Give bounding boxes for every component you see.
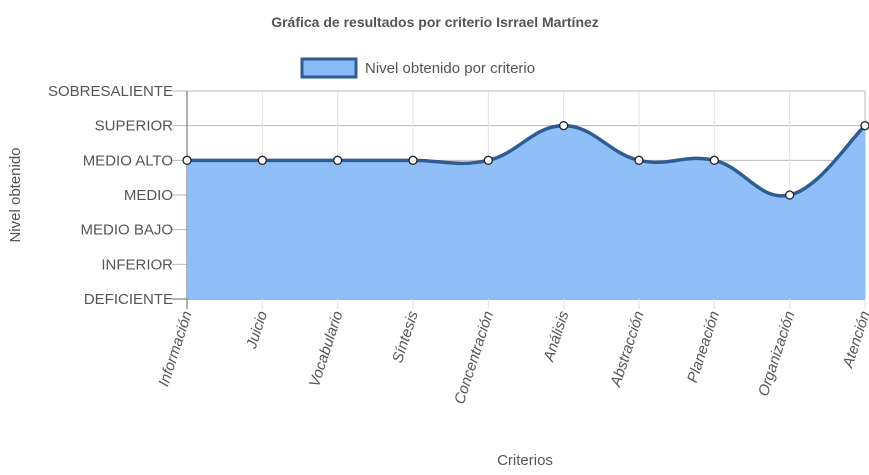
chart-title: Gráfica de resultados por criterio Isrra… (271, 14, 599, 30)
x-tick-label: Síntesis (389, 309, 422, 365)
x-tick-label: Abstracción (607, 309, 648, 390)
x-tick-label: Atención (839, 309, 869, 371)
legend[interactable]: Nivel obtenido por criterio (300, 57, 535, 79)
x-tick-label: Análisis (540, 309, 573, 365)
x-tick-label: Vocabulario (306, 309, 346, 389)
y-tick-label: SOBRESALIENTE (48, 83, 173, 100)
y-tick-label: MEDIO BAJO (80, 222, 173, 239)
series-line (187, 123, 867, 198)
data-points (182, 121, 869, 200)
x-tick-label: Juicio (243, 309, 271, 352)
data-point[interactable] (182, 155, 192, 165)
x-tick-label: Información (155, 309, 195, 389)
data-point[interactable] (709, 155, 719, 165)
y-axis-ticks: DEFICIENTE INFERIOR MEDIO BAJO MEDIO MEDIO A… (48, 83, 173, 308)
legend-swatch (300, 57, 358, 79)
y-tick-label: MEDIO (124, 187, 173, 204)
y-tick-label: INFERIOR (101, 256, 173, 273)
y-axis-label: Nivel obtenido (7, 147, 24, 242)
data-point[interactable] (408, 155, 418, 165)
x-tick-label: Planeación (684, 309, 723, 385)
data-point[interactable] (860, 121, 869, 131)
data-point[interactable] (257, 155, 267, 165)
data-point[interactable] (634, 155, 644, 165)
series-area (187, 125, 865, 300)
data-point[interactable] (483, 155, 493, 165)
x-tick-label: Organización (755, 309, 798, 398)
y-tick-label: SUPERIOR (95, 118, 174, 135)
legend-label: Nivel obtenido por criterio (365, 60, 535, 77)
x-axis-ticks: Información Juicio Vocabulario Síntesis Conc… (155, 309, 869, 407)
x-tick-label: Concentración (451, 309, 497, 406)
data-point[interactable] (785, 190, 795, 200)
x-axis-label: Criterios (497, 452, 553, 469)
y-tick-label: MEDIO ALTO (83, 152, 173, 169)
data-point[interactable] (333, 155, 343, 165)
y-tick-label: DEFICIENTE (84, 291, 173, 308)
data-point[interactable] (559, 121, 569, 131)
